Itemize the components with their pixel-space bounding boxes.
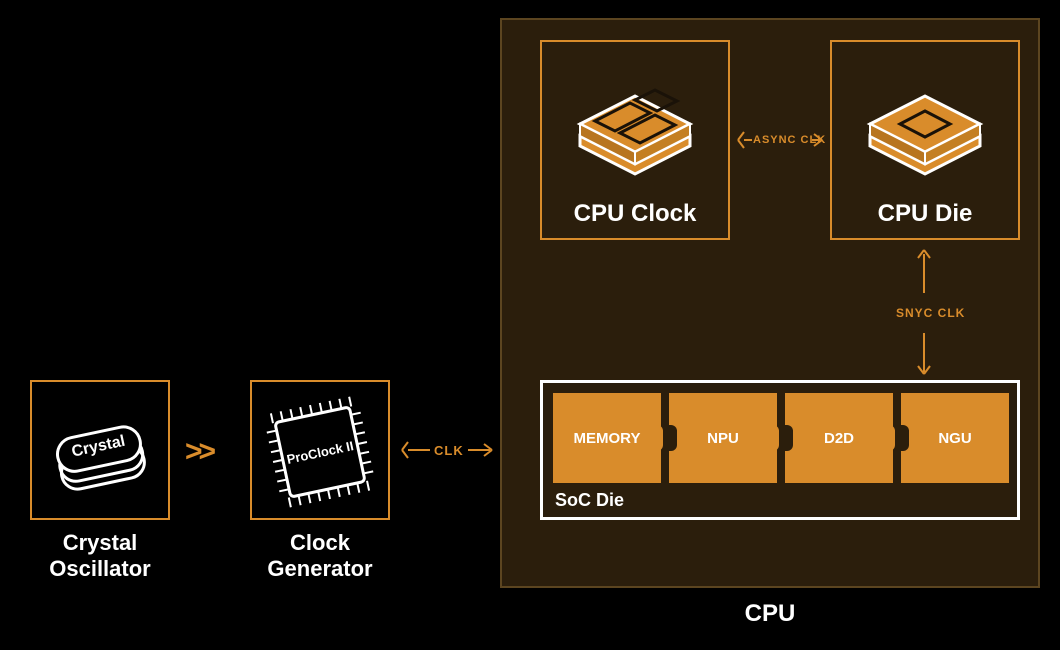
soc-block-memory: MEMORY	[553, 393, 661, 483]
cpu-clock-chip-icon	[542, 42, 728, 197]
sync-clk-label: SNYC CLK	[896, 306, 965, 320]
clock-generator-box: ProClock II	[250, 380, 390, 520]
soc-die-box: MEMORY NPU D2D NGU SoC Die	[540, 380, 1020, 520]
soc-block-d2d: D2D	[785, 393, 893, 483]
crystal-oscillator-title: CrystalOscillator	[30, 530, 170, 583]
soc-block-ngu: NGU	[901, 393, 1009, 483]
cpu-die-chip-icon	[832, 42, 1018, 197]
clk-signal-label: CLK	[434, 443, 464, 458]
cpu-die-label: CPU Die	[832, 200, 1018, 228]
clock-generator-title: ClockGenerator	[250, 530, 390, 583]
cpu-title: CPU	[500, 600, 1040, 628]
cpu-clock-label: CPU Clock	[542, 200, 728, 228]
cpu-clock-box: CPU Clock	[540, 40, 730, 240]
clockgen-icon: ProClock II	[252, 382, 388, 518]
soc-block-npu: NPU	[669, 393, 777, 483]
async-clk-label: ASYNC CLK	[753, 134, 826, 146]
crystal-icon: Crystal	[32, 382, 168, 518]
cpu-die-box: CPU Die	[830, 40, 1020, 240]
crystal-oscillator-box: Crystal	[30, 380, 170, 520]
signal-chevrons: >>	[185, 435, 212, 469]
soc-die-label: SoC Die	[555, 490, 624, 511]
